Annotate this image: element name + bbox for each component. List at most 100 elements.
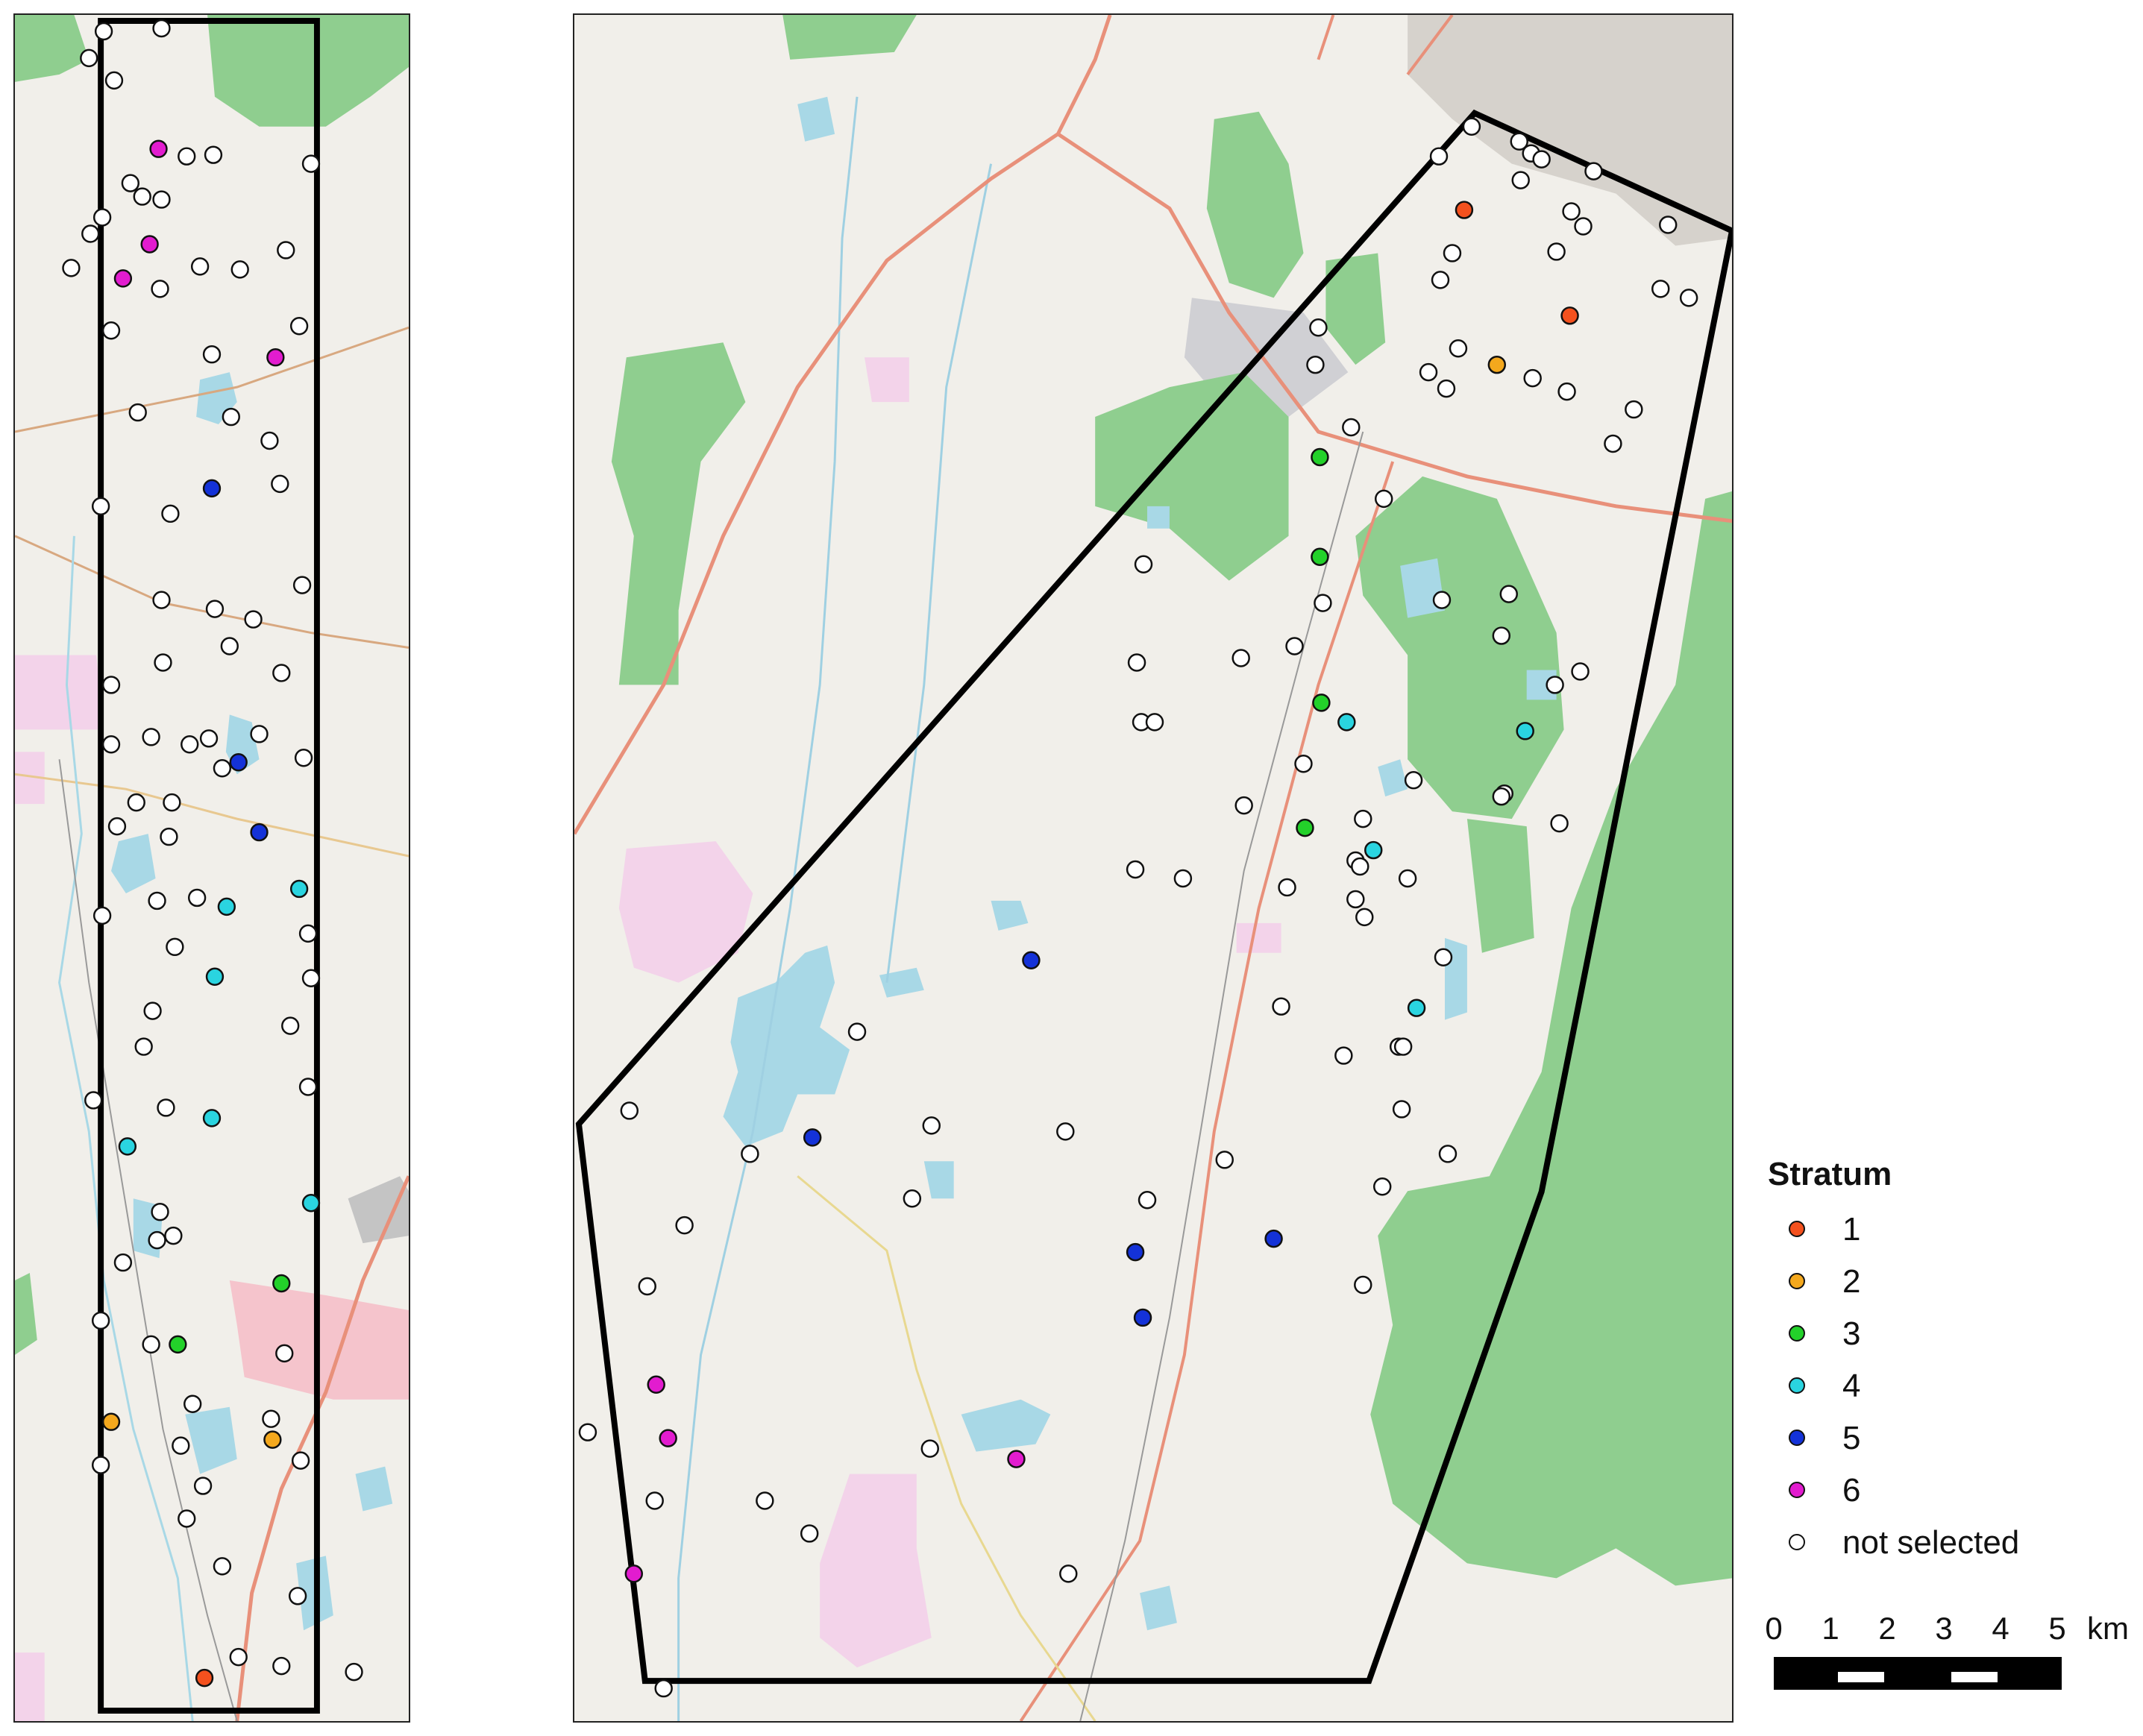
water-body [1140,1585,1177,1631]
sample-point-not-selected [80,48,98,68]
sample-point-stratum-4 [202,1109,222,1128]
sample-point-not-selected [199,729,219,748]
sample-point-not-selected [1499,585,1518,603]
sample-point-not-selected [1134,555,1153,573]
sample-point-not-selected [91,1311,110,1330]
sample-point-not-selected [220,637,239,655]
legend-label: 4 [1842,1368,1861,1404]
sample-point-not-selected [1562,202,1581,221]
industrial-area [15,752,45,805]
grey-zone [348,1176,409,1244]
sample-point-stratum-4 [1364,840,1383,860]
sample-point-stratum-6 [659,1429,677,1447]
water-body [923,1161,954,1199]
sample-point-not-selected [1571,662,1590,681]
sample-point-not-selected [1126,860,1145,879]
sample-point-not-selected [1437,379,1456,398]
sample-point-not-selected [92,906,112,925]
sample-point-not-selected [101,676,121,694]
sample-point-not-selected [1127,653,1146,672]
sample-point-stratum-6 [113,269,133,288]
river [885,163,993,983]
sample-point-not-selected [127,793,145,812]
sample-point-not-selected [62,259,81,277]
urban-area [1408,15,1732,246]
sample-point-not-selected [1173,869,1193,888]
sample-point-not-selected [301,969,321,987]
industrial-area [15,655,104,730]
sample-point-not-selected [148,1230,166,1250]
reservoir [723,945,850,1147]
sample-point-not-selected [1351,857,1369,876]
forest-area [1325,253,1386,365]
sample-point-stratum-1 [1455,201,1474,219]
sample-point-not-selected [133,187,151,206]
sample-point-not-selected [157,1098,175,1117]
industrial-area [15,1652,45,1721]
map-left-svg [15,15,409,1721]
sample-point-stratum-5 [1133,1308,1152,1327]
sample-point-not-selected [104,71,124,90]
sample-point-not-selected [151,1202,169,1221]
sample-point-not-selected [1651,280,1670,298]
sample-point-not-selected [298,1078,318,1096]
legend-swatch [1789,1377,1805,1394]
sample-point-stratum-6 [1007,1450,1026,1468]
sample-point-not-selected [92,208,112,227]
sample-point-stratum-2 [101,1412,121,1431]
map-right-svg [574,15,1732,1721]
sample-point-not-selected [288,1587,307,1606]
sample-point-not-selected [1231,649,1250,667]
water-body [1400,558,1445,618]
sample-point-not-selected [1059,1564,1078,1583]
major-road [1406,15,1454,76]
scale-unit: km [2087,1611,2129,1646]
legend-swatch [1789,1325,1805,1342]
forest-area [1370,491,1732,1586]
sample-point-stratum-2 [263,1430,282,1449]
sample-point-not-selected [298,924,318,943]
sample-point-stratum-5 [1264,1229,1283,1248]
sample-point-stratum-3 [1311,547,1329,566]
major-road [1056,132,1732,523]
water-body [111,834,156,893]
sample-point-not-selected [1584,162,1603,180]
water-body [961,1399,1051,1452]
sample-point-not-selected [1492,787,1511,806]
sample-point-not-selected [148,891,166,911]
sample-point-not-selected [1492,626,1511,645]
major-road [574,15,1112,835]
sample-point-not-selected [294,749,313,767]
sample-point-not-selected [800,1524,819,1543]
map-panel-right[interactable] [573,13,1733,1723]
sample-point-stratum-3 [169,1335,187,1354]
sample-point-not-selected [213,1557,232,1576]
sample-point-not-selected [1393,1037,1413,1056]
sample-point-not-selected [1604,434,1622,453]
sample-point-not-selected [1056,1122,1075,1141]
river [58,535,194,1721]
sample-point-not-selected [187,888,207,908]
sample-point-not-selected [271,474,289,494]
sample-point-not-selected [1523,368,1542,388]
sample-point-not-selected [638,1277,656,1296]
sample-point-not-selected [272,1656,291,1676]
sample-point-not-selected [1510,132,1528,151]
sample-point-not-selected [281,1016,300,1035]
sample-point-not-selected [1429,147,1449,166]
sample-point-not-selected [741,1145,759,1163]
sample-point-stratum-4 [217,897,236,916]
map-panel-left[interactable] [13,13,410,1723]
scale-tick-label: 5 [2048,1611,2066,1646]
sample-point-stratum-5 [803,1128,822,1147]
minor-road [15,326,409,433]
sample-point-not-selected [113,1253,133,1272]
sample-point-not-selected [178,1509,196,1528]
sample-point-stratum-4 [118,1137,137,1156]
industrial-area [618,841,753,983]
sample-point-stratum-6 [140,235,159,254]
railway [58,759,238,1721]
sample-point-not-selected [1679,289,1698,307]
sample-point-not-selected [142,1335,160,1354]
scale-bar-graphic [1774,1657,2062,1690]
